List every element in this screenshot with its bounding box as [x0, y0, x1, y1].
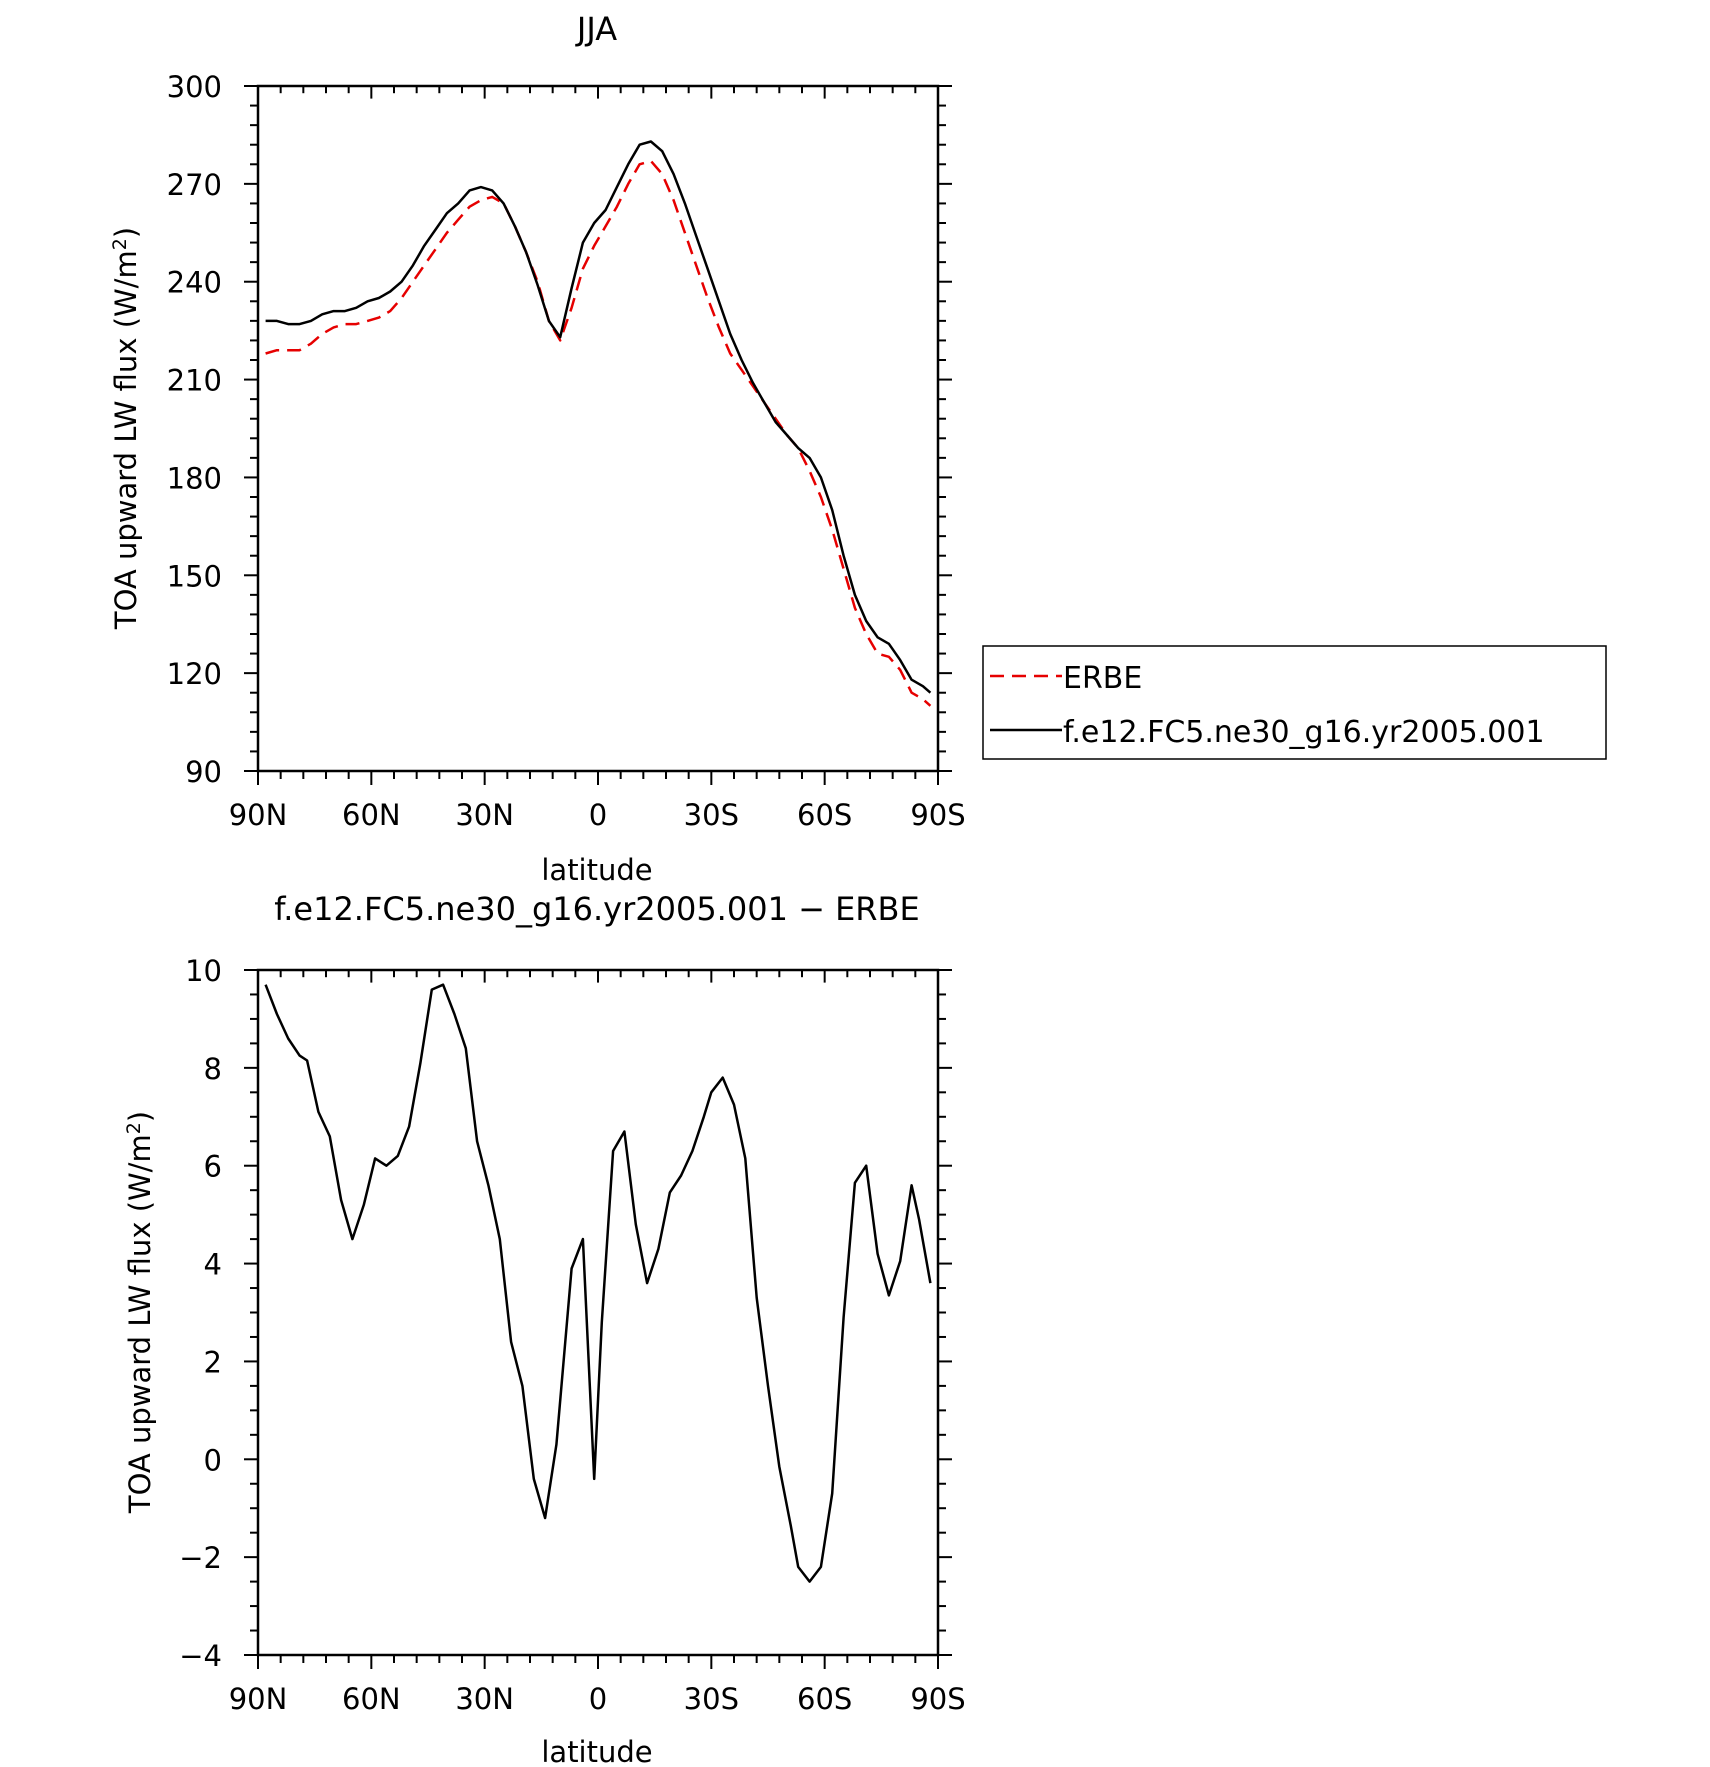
bottom-panel-ytick-label: 8	[204, 1052, 222, 1086]
top-panel-xtick-labels: 90N 60N 30N 0 30S 60S 90S	[229, 798, 966, 832]
top-panel-ytick-label: 150	[167, 559, 222, 593]
bottom-panel: f.e12.FC5.ne30_g16.yr2005.001 − ERBE 90N…	[123, 890, 966, 1767]
legend: ERBE f.e12.FC5.ne30_g16.yr2005.001	[982, 645, 1607, 760]
top-panel-ylabel-sup: 2	[109, 238, 131, 250]
legend-label-erbe: ERBE	[1063, 661, 1142, 696]
top-panel-series-group	[265, 140, 932, 707]
top-panel-xtick-label: 30N	[455, 798, 514, 832]
bottom-panel-ytick-label: 10	[185, 954, 222, 988]
bottom-panel-ytick-labels: −4 −2 0 2 4 6 8 10	[179, 954, 222, 1673]
top-panel-xtick-label: 90S	[910, 798, 965, 832]
top-panel-ytick-label: 270	[167, 168, 222, 202]
top-panel-series-line-0	[265, 159, 932, 707]
top-panel-ylabel-end: )	[109, 227, 143, 238]
top-panel-ticks	[244, 85, 952, 785]
top-panel-ytick-label: 120	[167, 657, 222, 691]
top-panel-title: JJA	[575, 10, 617, 48]
bottom-panel-ytick-label: 2	[204, 1345, 222, 1379]
bottom-panel-xtick-label: 60S	[797, 1682, 852, 1716]
bottom-panel-ytick-label: 4	[204, 1248, 222, 1282]
top-panel-ytick-label: 90	[185, 755, 222, 789]
top-panel-xtick-label: 30S	[684, 798, 739, 832]
bottom-panel-xtick-label: 0	[589, 1682, 607, 1716]
top-panel-xtick-label: 90N	[229, 798, 288, 832]
bottom-panel-xlabel: latitude	[541, 1735, 652, 1767]
bottom-panel-xtick-label: 60N	[342, 1682, 401, 1716]
bottom-panel-series-group	[264, 983, 932, 1583]
top-panel: JJA 90N 60N 30N 0 30S 60S 90S 90 120 150 180 210 24…	[109, 10, 1607, 887]
bottom-panel-frame	[256, 968, 940, 1657]
top-panel-xtick-label: 0	[589, 798, 607, 832]
legend-label-model: f.e12.FC5.ne30_g16.yr2005.001	[1063, 715, 1545, 750]
bottom-panel-xtick-label: 90N	[229, 1682, 288, 1716]
bottom-panel-series-line-0	[264, 983, 932, 1583]
bottom-panel-title: f.e12.FC5.ne30_g16.yr2005.001 − ERBE	[274, 890, 919, 928]
top-panel-series-line-1	[265, 140, 932, 694]
top-panel-ytick-label: 210	[167, 364, 222, 398]
bottom-panel-ticks	[244, 969, 952, 1669]
top-panel-ytick-label: 240	[167, 266, 222, 300]
bottom-panel-xtick-label: 90S	[910, 1682, 965, 1716]
bottom-panel-ytick-label: 0	[204, 1443, 222, 1477]
top-panel-ytick-labels: 90 120 150 180 210 240 270 300	[167, 70, 222, 789]
bottom-panel-ylabel-main: TOA upward LW flux (W/m	[123, 1134, 157, 1514]
top-panel-xlabel: latitude	[541, 853, 652, 887]
top-panel-ylabel-main: TOA upward LW flux (W/m	[109, 250, 143, 630]
bottom-panel-ytick-label: −2	[179, 1541, 222, 1575]
top-panel-ylabel: TOA upward LW flux (W/m2)	[109, 227, 143, 630]
legend-box	[982, 645, 1607, 760]
bottom-panel-xtick-label: 30N	[455, 1682, 514, 1716]
bottom-panel-ylabel-end: )	[123, 1111, 157, 1122]
bottom-panel-ytick-label: 6	[204, 1150, 222, 1184]
bottom-panel-ylabel: TOA upward LW flux (W/m2)	[123, 1111, 157, 1514]
top-panel-ytick-label: 300	[167, 70, 222, 104]
bottom-panel-xtick-label: 30S	[684, 1682, 739, 1716]
top-panel-xtick-label: 60S	[797, 798, 852, 832]
top-panel-ytick-label: 180	[167, 461, 222, 495]
top-panel-frame	[256, 84, 940, 773]
bottom-panel-ylabel-sup: 2	[123, 1122, 145, 1134]
bottom-panel-xtick-labels: 90N 60N 30N 0 30S 60S 90S	[229, 1682, 966, 1716]
bottom-panel-ytick-label: −4	[179, 1639, 222, 1673]
top-panel-xtick-label: 60N	[342, 798, 401, 832]
